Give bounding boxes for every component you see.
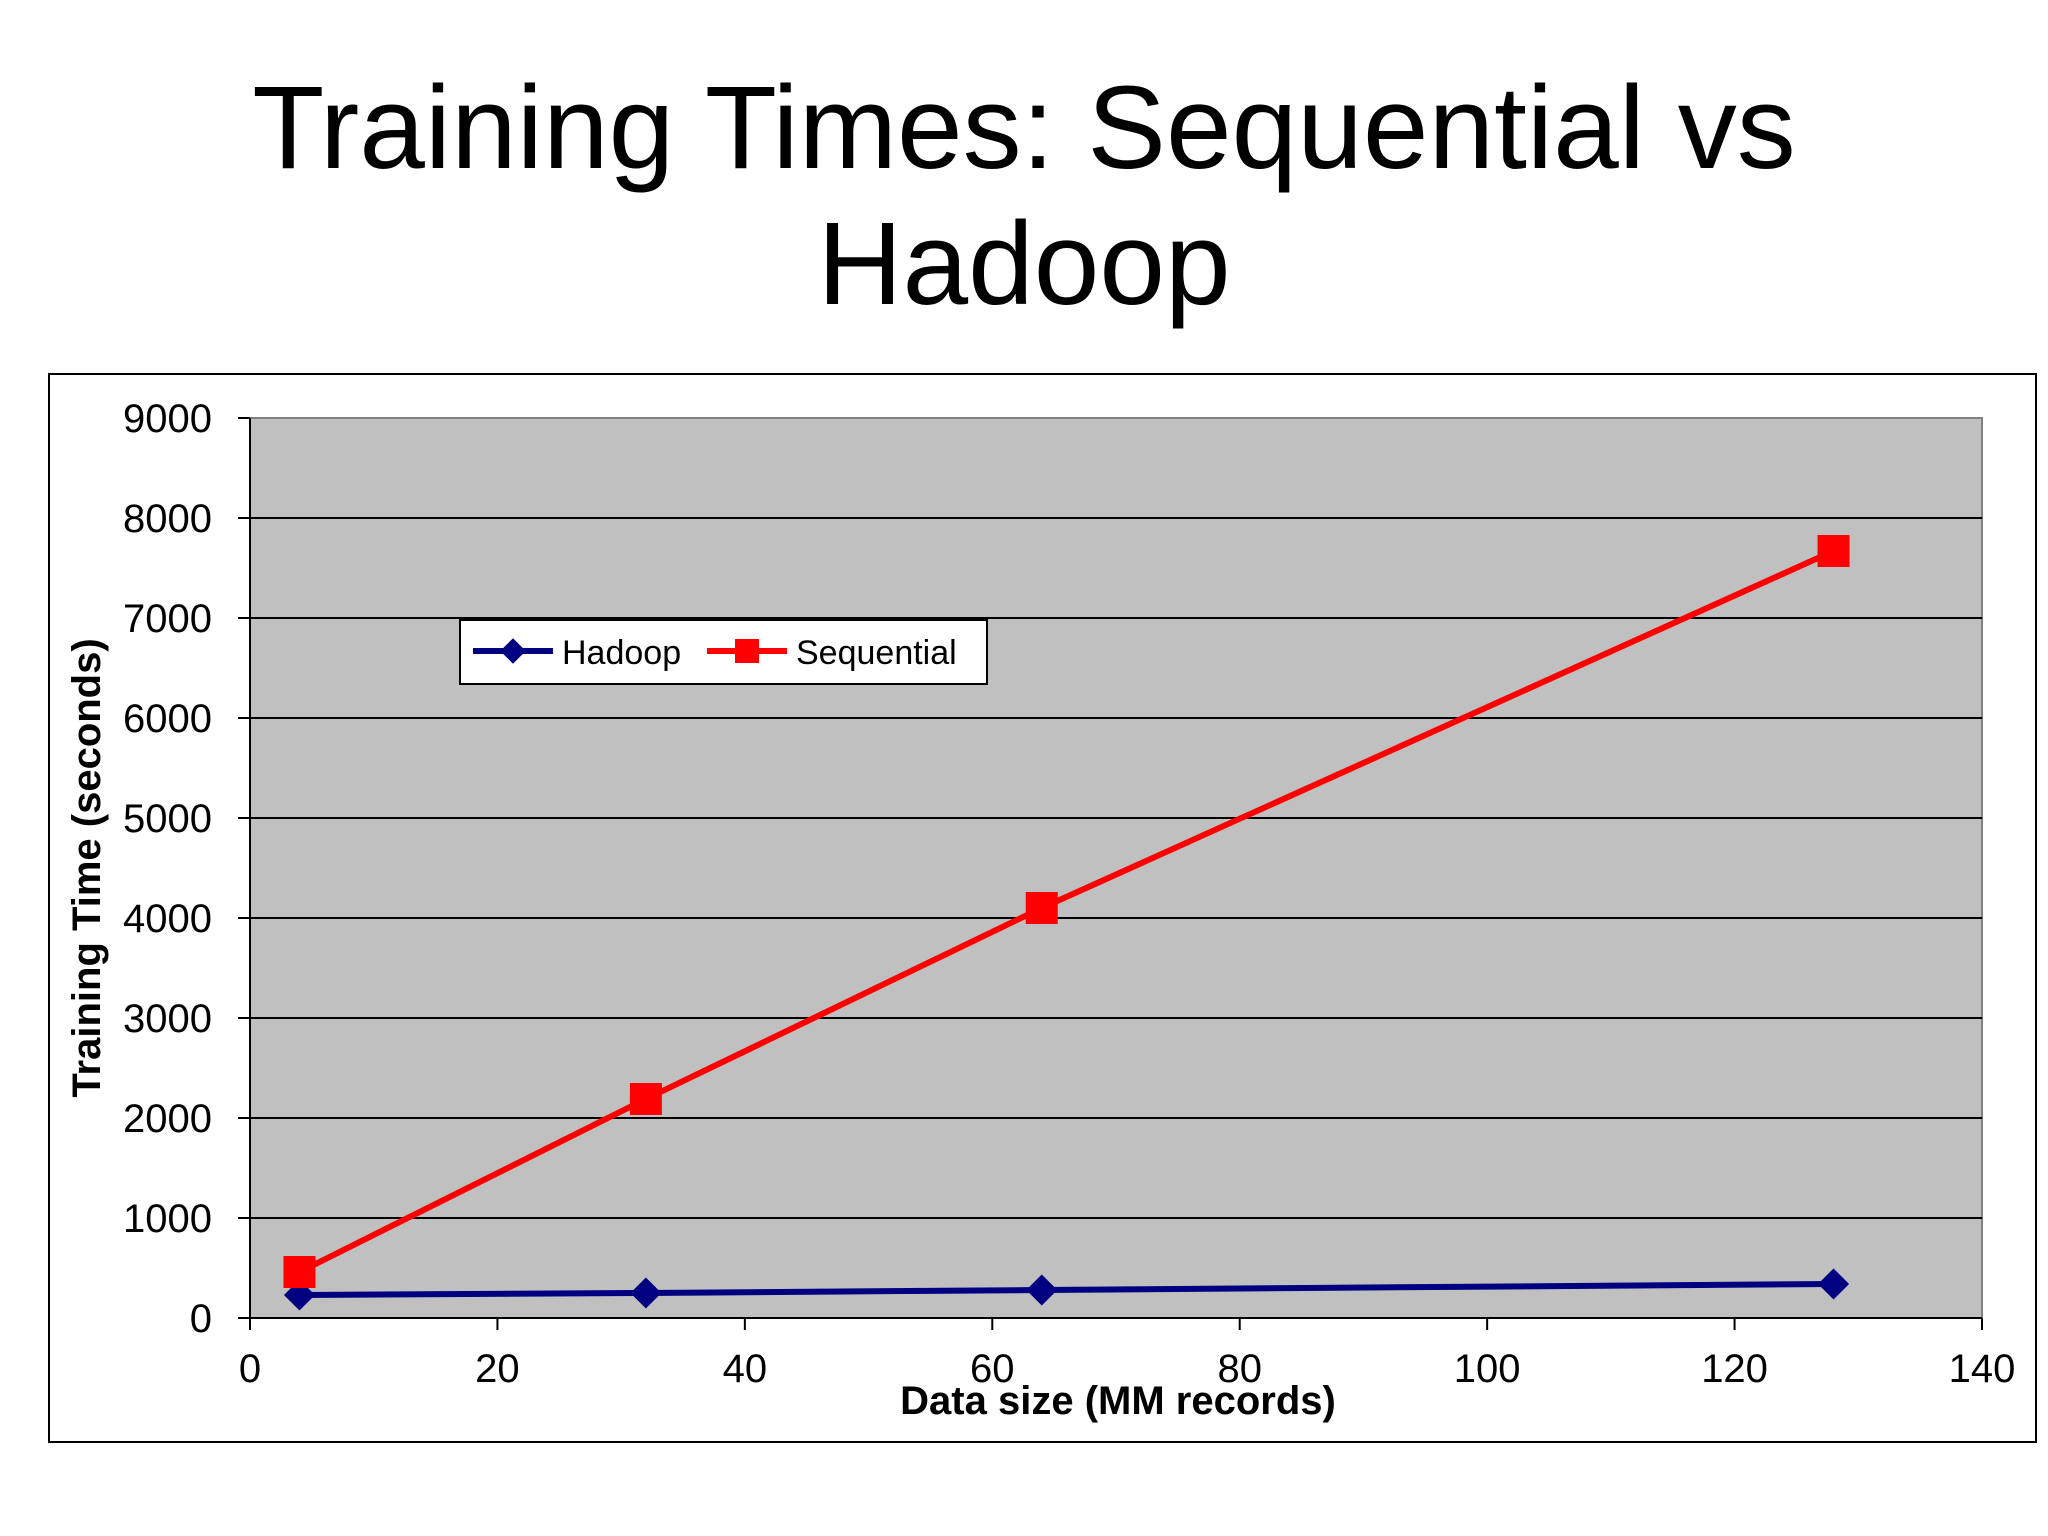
slide-title-line1: Training Times: Sequential vs (252, 62, 1796, 194)
x-tick-label: 100 (1454, 1347, 1521, 1391)
y-tick-label: 7000 (123, 597, 212, 641)
y-axis-label: Training Time (seconds) (65, 638, 109, 1097)
y-tick-label: 2000 (123, 1097, 212, 1141)
x-axis-label: Data size (MM records) (900, 1379, 1336, 1423)
x-tick-label: 0 (239, 1347, 261, 1391)
x-tick-label: 20 (475, 1347, 520, 1391)
gridlines (250, 517, 1982, 1219)
y-tick-label: 4000 (123, 897, 212, 941)
y-tick-label: 3000 (123, 997, 212, 1041)
legend: Hadoop Sequential (459, 619, 988, 685)
legend-sequential-label: Sequential (796, 634, 957, 672)
y-tick-label: 9000 (123, 397, 212, 441)
plot-area (249, 417, 1983, 1319)
y-tick-label: 5000 (123, 797, 212, 841)
x-tick-label: 40 (723, 1347, 768, 1391)
data-point-hadoop (1026, 1274, 1058, 1306)
slide-title-line2: Hadoop (817, 198, 1231, 330)
y-tick-label: 1000 (123, 1197, 212, 1241)
legend-sequential-marker (735, 639, 759, 663)
legend-hadoop-label: Hadoop (562, 634, 681, 672)
y-tick-label: 6000 (123, 697, 212, 741)
x-tick-label: 120 (1701, 1347, 1768, 1391)
x-tick-label: 80 (1217, 1347, 1262, 1391)
legend-hadoop-marker (500, 638, 526, 664)
series-line-hadoop (299, 1281, 1834, 1298)
data-point-sequential (1817, 535, 1850, 567)
y-tick-label: 8000 (123, 497, 212, 541)
series-line-sequential (298, 548, 1835, 1275)
y-tick-label: 0 (190, 1297, 212, 1341)
data-point-hadoop (1817, 1268, 1850, 1300)
series-layer (283, 535, 1850, 1311)
x-tick-label: 60 (970, 1347, 1015, 1391)
x-tick-label: 140 (1949, 1347, 2016, 1391)
data-point-sequential (283, 1256, 316, 1288)
data-point-sequential (1025, 892, 1058, 924)
axes: 0 1000 2000 3000 4000 5000 6000 7000 8000 9000 0 20… (123, 397, 2015, 1391)
data-point-sequential (629, 1083, 662, 1115)
slide-title: Training Times: Sequential vs Hadoop (0, 60, 2048, 332)
